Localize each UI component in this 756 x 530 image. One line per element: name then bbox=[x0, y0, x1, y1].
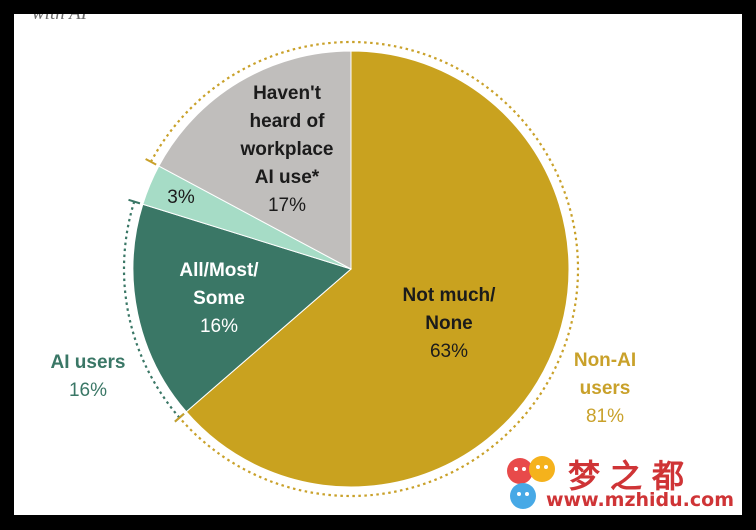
slice-label-havent-heard-line1: Haven't bbox=[253, 83, 321, 104]
slice-value-all-most-some: 16% bbox=[199, 316, 239, 337]
group-name-non-ai-line2: users bbox=[579, 378, 631, 399]
pie-chart bbox=[122, 40, 580, 498]
slice-label-all-most-some: All/Most/ Some 16% bbox=[154, 257, 284, 341]
watermark-chinese-text: 梦之都 bbox=[568, 457, 695, 495]
chart-canvas: with AI Not much/ None 63% All/Most/ Som… bbox=[14, 14, 742, 515]
slice-value-not-much: 63% bbox=[429, 341, 469, 362]
group-arc-ai-users bbox=[122, 201, 181, 419]
group-label-ai-users: AI users 16% bbox=[38, 349, 138, 405]
group-value-ai-users: 16% bbox=[68, 380, 108, 401]
slice-value-havent-heard: 17% bbox=[267, 195, 307, 216]
group-name-non-ai-line1: Non-AI bbox=[573, 350, 637, 371]
slice-label-havent-heard-line4: AI use* bbox=[254, 167, 320, 188]
pie-slice-0 bbox=[185, 50, 570, 488]
pie-slice-1 bbox=[132, 203, 353, 413]
pie-slice-3 bbox=[158, 50, 352, 270]
slice-label-3pct: 3% bbox=[158, 184, 204, 212]
watermark-url: www.mzhidu.com bbox=[546, 489, 735, 511]
chart-header-fragment: with AI bbox=[32, 14, 87, 25]
watermark-logo-icon bbox=[507, 456, 555, 509]
group-arc-non-ai-users-tick-0 bbox=[145, 158, 157, 166]
slice-label-havent-heard: Haven't heard of workplace AI use* 17% bbox=[222, 80, 352, 220]
slice-value-3pct: 3% bbox=[167, 187, 195, 208]
group-arc-non-ai-users bbox=[149, 40, 580, 498]
slice-label-havent-heard-line2: heard of bbox=[249, 111, 325, 132]
group-arc-non-ai-users-tick-1 bbox=[174, 412, 185, 423]
group-arc-ai-users-tick-1 bbox=[128, 198, 141, 205]
slice-label-not-much: Not much/ None 63% bbox=[384, 282, 514, 366]
watermark: 梦之都 www.mzhidu.com bbox=[502, 449, 742, 515]
group-label-non-ai-users: Non-AI users 81% bbox=[560, 347, 650, 431]
slice-label-all-most-some-line1: All/Most/ bbox=[179, 260, 259, 281]
group-name-ai-users: AI users bbox=[50, 352, 126, 373]
group-value-non-ai-users: 81% bbox=[585, 406, 625, 427]
slice-label-not-much-line2: None bbox=[425, 313, 473, 334]
slice-label-all-most-some-line2: Some bbox=[193, 288, 245, 309]
slice-label-havent-heard-line3: workplace bbox=[240, 139, 334, 160]
slice-label-not-much-line1: Not much/ bbox=[402, 285, 496, 306]
